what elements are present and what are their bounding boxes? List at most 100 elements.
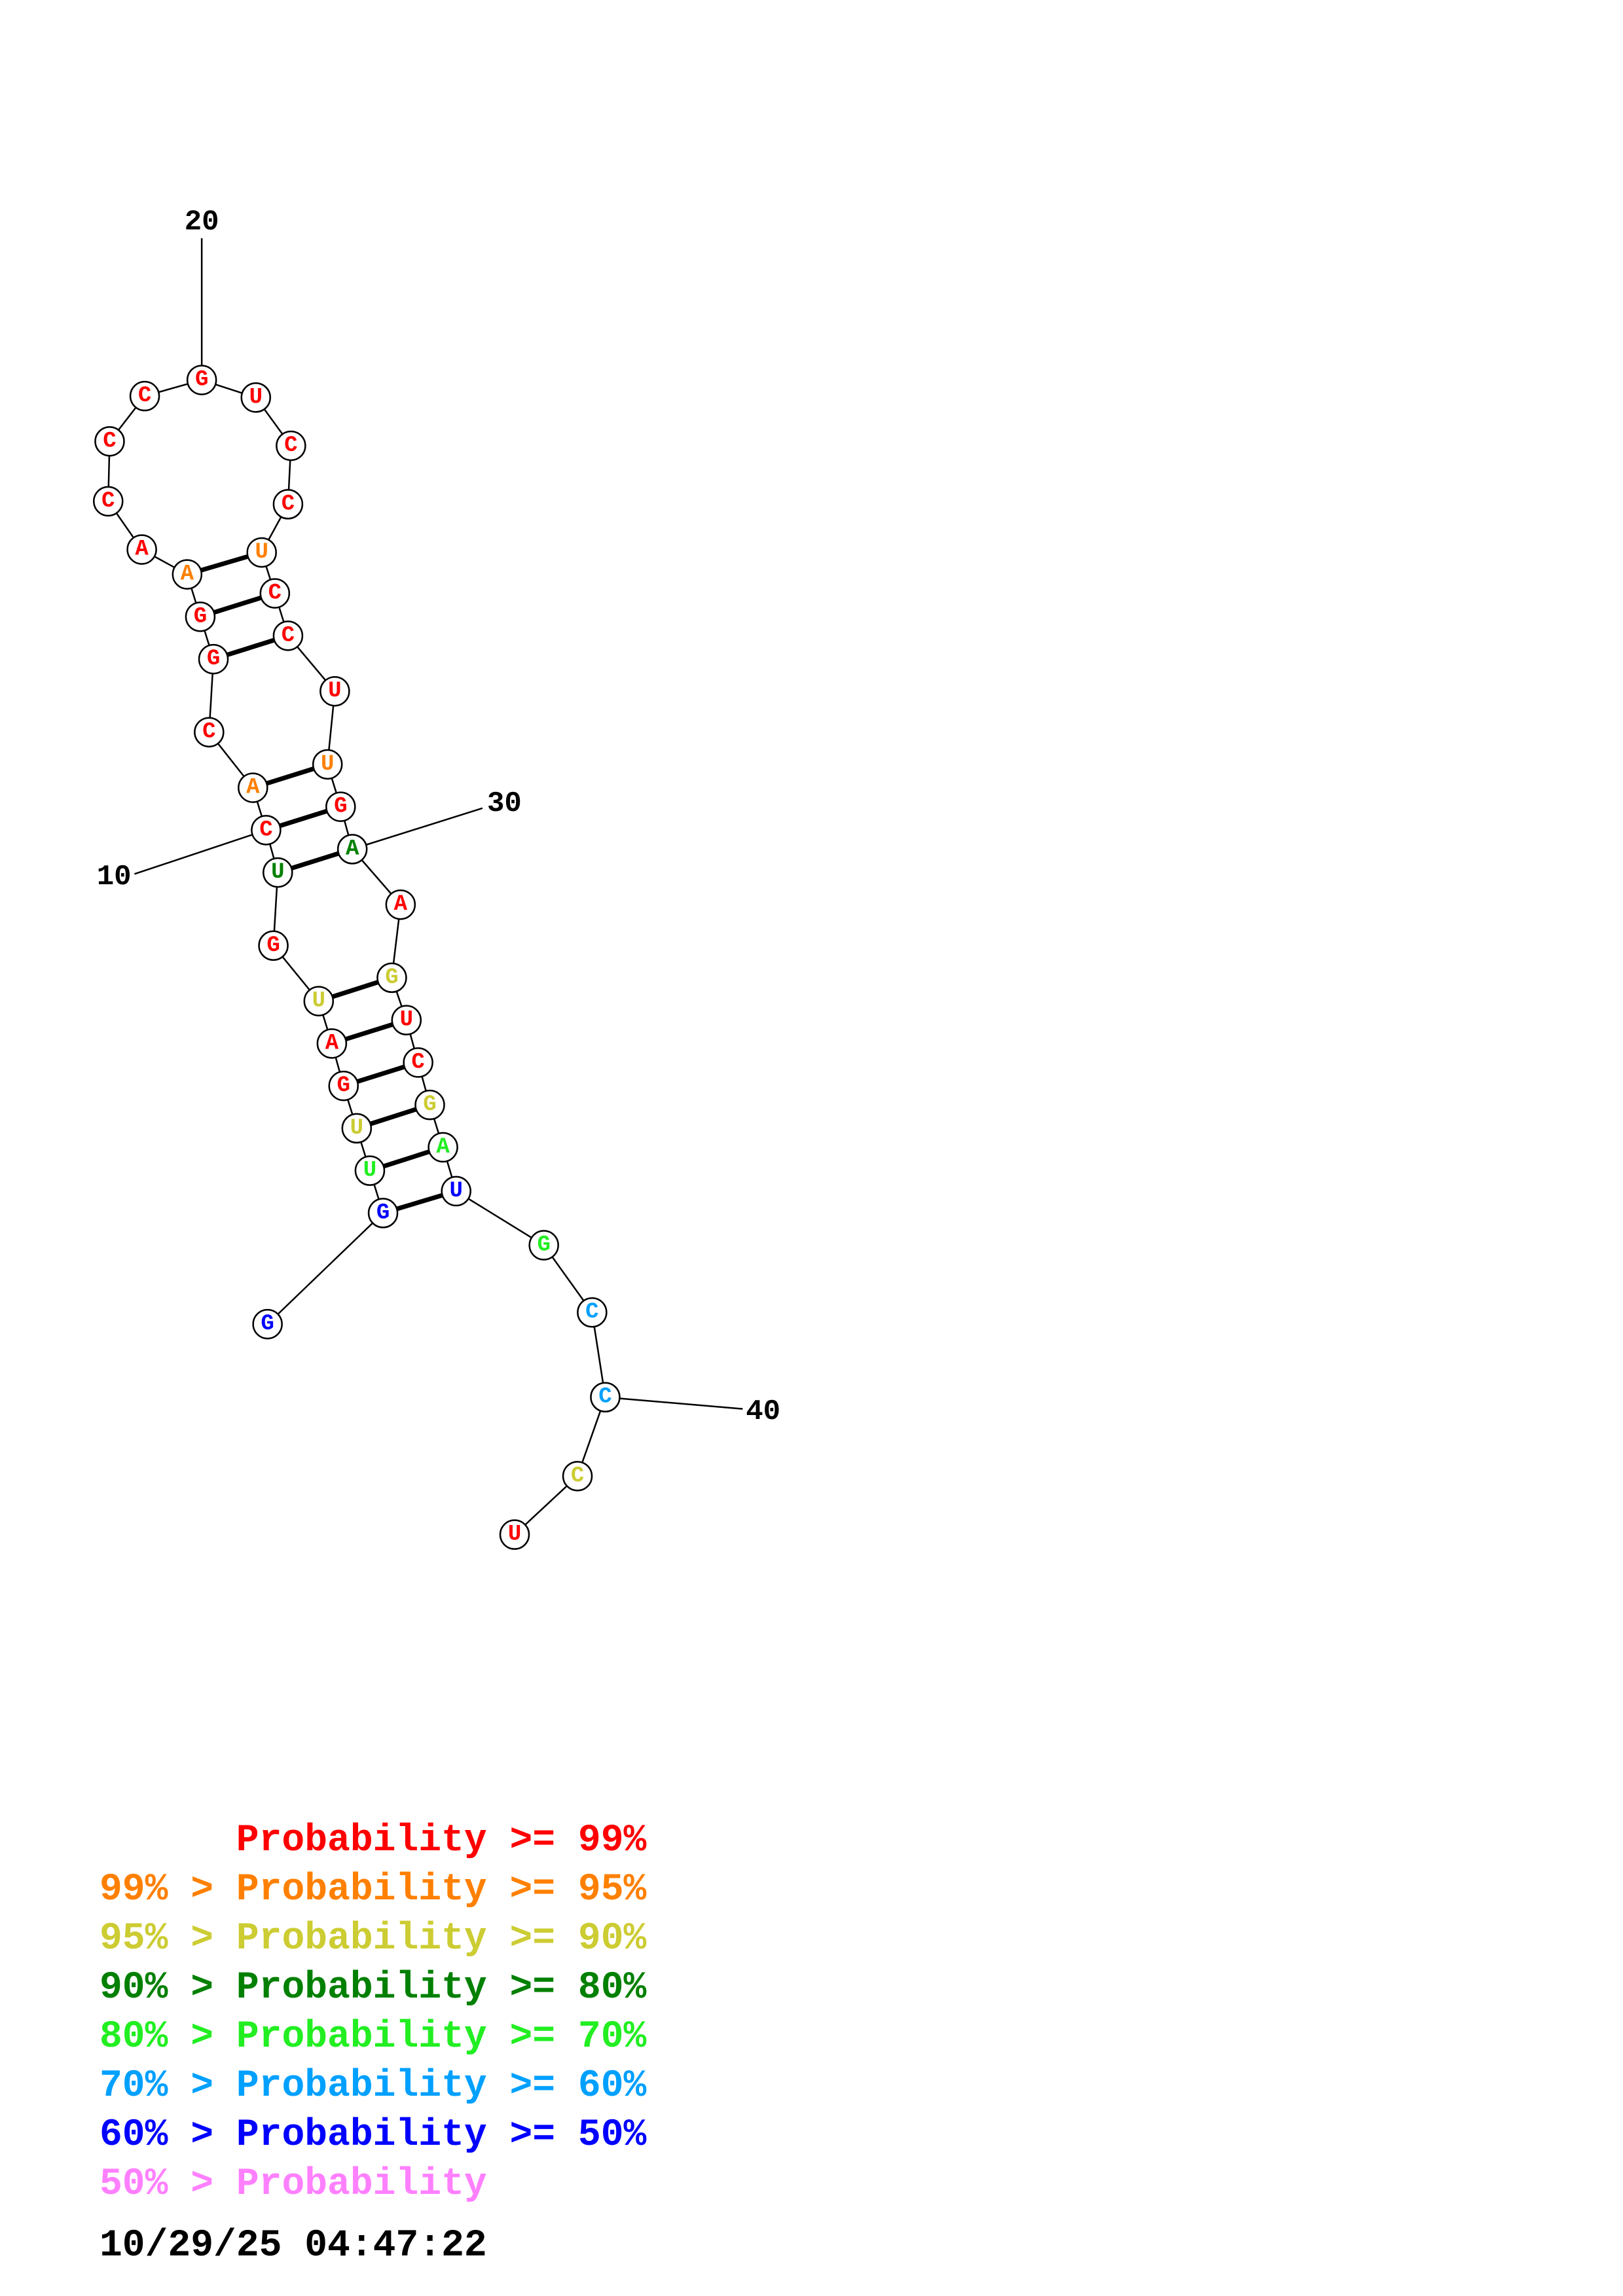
position-label: 40 bbox=[746, 1395, 780, 1428]
nucleotide-circle bbox=[312, 749, 343, 780]
nucleotide-label: C bbox=[598, 1385, 611, 1410]
nucleotide-label: C bbox=[202, 720, 215, 745]
nucleotide-label: U bbox=[312, 989, 325, 1014]
nucleotide-label: C bbox=[259, 817, 272, 842]
nucleotide-circle bbox=[328, 1070, 359, 1102]
position-label: 30 bbox=[487, 787, 522, 820]
nucleotide-circle bbox=[172, 559, 203, 590]
position-tick bbox=[134, 829, 266, 875]
nucleotide-label: G bbox=[423, 1092, 436, 1117]
nucleotide-label: U bbox=[449, 1179, 462, 1204]
nucleotide-circle bbox=[92, 486, 124, 517]
nucleotide-label: G bbox=[337, 1073, 350, 1098]
nucleotide-circle bbox=[354, 1155, 386, 1186]
backbone-link bbox=[266, 1212, 384, 1325]
nucleotide-label: U bbox=[350, 1116, 363, 1141]
nucleotide-circle bbox=[272, 620, 304, 651]
nucleotide-label: A bbox=[346, 836, 359, 861]
nucleotide-circle bbox=[499, 1519, 530, 1550]
nucleotide-label: C bbox=[571, 1463, 584, 1488]
nucleotide-label: C bbox=[411, 1050, 424, 1075]
nucleotide-circle bbox=[238, 772, 268, 803]
nucleotides: GGUUGAUGUCACGGAACCCGUCCUCCUUGAAGUCGAUGCC… bbox=[92, 365, 621, 1550]
nucleotide-circle bbox=[252, 1308, 283, 1340]
nucleotide-label: U bbox=[400, 1008, 413, 1033]
nucleotide-label: G bbox=[207, 647, 220, 672]
nucleotide-label: C bbox=[585, 1300, 598, 1325]
nucleotide-circle bbox=[258, 930, 289, 961]
position-tick bbox=[605, 1396, 743, 1410]
nucleotide-label: U bbox=[363, 1158, 376, 1183]
nucleotide-circle bbox=[441, 1175, 471, 1207]
nucleotide-circle bbox=[263, 857, 293, 888]
nucleotide-circle bbox=[194, 717, 225, 747]
position-label: 10 bbox=[97, 861, 132, 893]
nucleotide-circle bbox=[414, 1089, 445, 1121]
legend-entry: 95% > Probability >= 90% bbox=[100, 1918, 647, 1960]
nucleotide-label: U bbox=[255, 540, 268, 565]
nucleotide-label: G bbox=[334, 795, 347, 819]
nucleotide-label: C bbox=[282, 623, 295, 648]
nucleotide-label: G bbox=[194, 604, 207, 629]
legend: Probability >= 99% 99% > Probability >= 9… bbox=[100, 1820, 647, 2206]
nucleotide-circle bbox=[428, 1132, 458, 1163]
nucleotide-circle bbox=[129, 380, 160, 412]
nucleotide-circle bbox=[590, 1382, 621, 1412]
legend-entry: 80% > Probability >= 70% bbox=[100, 2016, 647, 2058]
nucleotide-circle bbox=[385, 889, 416, 920]
nucleotide-label: A bbox=[181, 562, 194, 587]
nucleotide-label: G bbox=[537, 1233, 550, 1258]
nucleotide-circle bbox=[198, 643, 229, 675]
nucleotide-circle bbox=[186, 365, 217, 395]
nucleotide-label: A bbox=[394, 892, 408, 917]
legend-entry: 90% > Probability >= 80% bbox=[100, 1967, 647, 2009]
nucleotide-circle bbox=[577, 1297, 608, 1328]
nucleotide-circle bbox=[276, 430, 306, 461]
nucleotide-label: G bbox=[385, 965, 398, 990]
legend-entry: Probability >= 99% bbox=[236, 1820, 647, 1862]
legend-entry: 99% > Probability >= 95% bbox=[100, 1869, 647, 1911]
nucleotide-label: C bbox=[101, 489, 115, 514]
nucleotide-circle bbox=[341, 1113, 373, 1144]
nucleotide-circle bbox=[259, 578, 291, 609]
position-tick bbox=[352, 807, 483, 850]
nucleotide-label: C bbox=[284, 433, 297, 458]
timestamp: 10/29/25 04:47:22 bbox=[100, 2225, 487, 2267]
nucleotide-circle bbox=[316, 1028, 348, 1059]
legend-entry: 70% > Probability >= 60% bbox=[100, 2065, 647, 2108]
nucleotide-circle bbox=[376, 962, 407, 994]
nucleotide-circle bbox=[126, 534, 157, 565]
nucleotide-label: G bbox=[266, 933, 280, 958]
nucleotide-label: A bbox=[135, 537, 149, 562]
nucleotide-circle bbox=[240, 382, 272, 413]
nucleotide-label: G bbox=[195, 368, 208, 393]
nucleotide-label: U bbox=[271, 860, 284, 885]
nucleotide-circle bbox=[94, 426, 125, 457]
nucleotide-label: U bbox=[508, 1522, 521, 1547]
nucleotide-circle bbox=[246, 537, 277, 568]
nucleotide-label: U bbox=[328, 679, 341, 704]
position-label: 20 bbox=[185, 206, 219, 238]
nucleotide-circle bbox=[367, 1198, 399, 1229]
nucleotide-circle bbox=[337, 834, 368, 865]
nucleotide-label: C bbox=[138, 384, 151, 408]
nucleotide-label: A bbox=[246, 776, 260, 800]
nucleotide-circle bbox=[325, 791, 356, 822]
nucleotide-label: C bbox=[268, 581, 282, 606]
nucleotide-label: U bbox=[249, 385, 263, 410]
nucleotide-circle bbox=[251, 815, 282, 846]
nucleotide-label: C bbox=[103, 429, 116, 454]
nucleotide-label: U bbox=[321, 752, 334, 777]
nucleotide-circle bbox=[272, 489, 304, 520]
nucleotide-label: C bbox=[282, 492, 295, 516]
nucleotide-label: A bbox=[325, 1031, 339, 1056]
nucleotide-circle bbox=[562, 1461, 593, 1492]
nucleotide-circle bbox=[303, 986, 335, 1016]
nucleotide-circle bbox=[391, 1005, 422, 1035]
nucleotide-label: G bbox=[376, 1200, 390, 1225]
nucleotide-circle bbox=[528, 1230, 559, 1261]
legend-entry: 50% > Probability bbox=[100, 2163, 487, 2206]
nucleotide-label: G bbox=[261, 1312, 274, 1336]
